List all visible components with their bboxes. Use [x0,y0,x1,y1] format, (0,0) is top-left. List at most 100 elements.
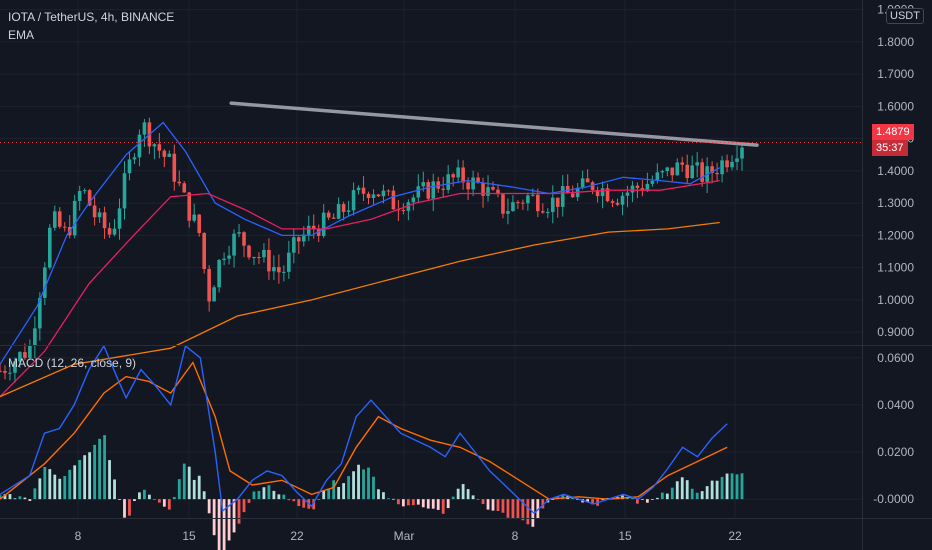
macd-histogram-bar [217,499,221,550]
candle-body [446,174,450,190]
candle-body [222,258,226,261]
trendline-stroke [229,101,759,147]
macd-histogram-bar [143,489,146,500]
candle-body [172,153,177,182]
macd-histogram-bar [332,480,336,500]
candle-body [127,159,132,174]
macd-histogram-bar [302,499,306,508]
candle-body [3,371,7,373]
macd-histogram-bar [108,460,111,500]
macd-histogram-bar [227,499,231,541]
macd-histogram-bar [167,499,171,510]
macd-histogram-bar [103,435,106,500]
macd-histogram-bar [33,488,37,500]
x-tick-label: 22 [290,529,304,543]
candle-body [710,166,714,173]
candle-body [635,185,640,189]
candle-body [331,217,336,219]
candle-body [411,197,416,203]
macd-histogram-bar [357,464,360,500]
macd-histogram-bar [660,492,664,500]
candle-body [92,205,97,218]
macd-histogram-bar [312,499,316,510]
candle-body [82,190,87,192]
currency-badge[interactable]: USDT [886,8,924,24]
macd-histogram-bar [431,499,435,509]
macd-histogram-bar [725,473,729,500]
candle-body [740,147,744,159]
candle-body [252,257,256,259]
macd-histogram-bar [133,499,136,501]
macd-histogram-bar [118,499,121,500]
candle-body [421,182,426,187]
macd-histogram-bar [655,497,659,500]
candle-body [356,187,361,191]
macd-line [0,344,728,515]
y-tick-label: 1.0000 [877,293,914,307]
candle-body [690,165,695,179]
candle-body [476,177,480,183]
macd-histogram-bar [367,467,370,500]
macd-histogram-bar [680,477,684,500]
candle-body [311,225,316,230]
candle-body [381,190,386,197]
candle-body [212,287,216,302]
candle-body [725,160,729,168]
x-tick-label: 22 [728,529,742,543]
symbol-title[interactable]: IOTA / TetherUS, 4h, BINANCE [8,10,175,24]
macd-legend[interactable]: MACD (12, 26, close, 9) [8,356,137,370]
y-tick-label: 1.3000 [877,196,914,210]
macd-histogram-bar [411,499,415,506]
macd-histogram-bar [337,486,341,500]
macd-histogram-bar [28,499,32,501]
candle-body [336,204,341,219]
candle-body [122,173,127,209]
macd-histogram-bar [571,497,575,500]
macd-histogram-bar [202,491,206,500]
ema-line [0,121,721,365]
candle-body [107,228,112,235]
macd-histogram-bar [740,473,744,500]
candle-body [526,195,530,204]
macd-histogram-bar [476,498,480,500]
macd-histogram-bar [521,499,525,521]
macd-histogram-bar [197,475,201,500]
candle-body [550,197,555,213]
macd-histogram-bar [586,499,590,503]
candle-body [306,225,311,235]
macd-histogram-bar [695,492,699,500]
candle-body [675,162,680,176]
candle-body [590,182,595,190]
macd-histogram-bar [531,499,535,527]
candle-body [555,197,560,207]
trendline[interactable] [229,101,759,147]
macd-histogram-bar [18,496,22,500]
macd-histogram-bar [257,490,261,500]
macd-histogram-bar [63,476,67,500]
ema-legend[interactable]: EMA [8,28,35,42]
macd-histogram-bar [147,494,151,500]
candle-body [247,245,251,258]
macd-histogram-bar [13,498,17,500]
macd-histogram-bar [621,495,624,500]
macd-histogram-bar [601,499,604,500]
macd-histogram-bar [0,495,2,500]
macd-histogram-bar [157,499,161,503]
candle-body [541,211,545,213]
macd-histogram-bar [421,499,425,508]
candle-body [580,178,585,188]
candle-body [536,194,540,212]
candle-body [102,212,107,229]
macd-histogram-bar [58,478,62,500]
candle-body [545,212,550,214]
candle-body [97,212,102,218]
candle-body [456,167,460,178]
macd-histogram-bar [730,473,734,500]
candle-body [47,227,52,268]
candle-body [620,195,625,205]
macd-histogram-bar [486,499,490,510]
macd-histogram-bar [516,499,520,519]
macd-histogram-bar [471,495,475,500]
candle-body [132,157,137,160]
